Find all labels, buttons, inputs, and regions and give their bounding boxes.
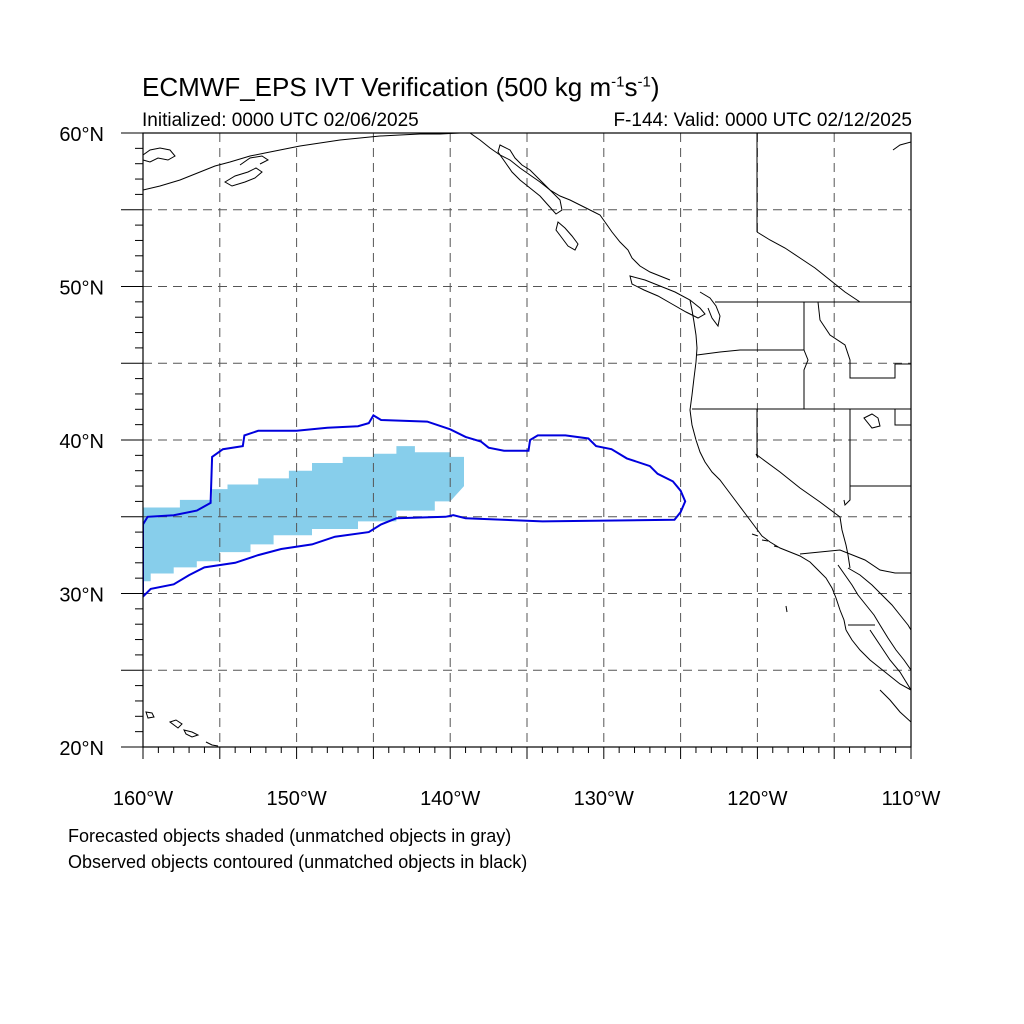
kodiak-island [224,167,263,187]
axis-labels: 20°N 30°N 40°N 50°N 60°N 160°W 150°W 140°W 130°W… [59,124,940,810]
panhandle-coastline [469,133,606,223]
lon-label: 130°W [574,788,634,810]
ca-nv-border [756,409,841,518]
lat-label: 60°N [59,124,104,146]
guadalupe-island [785,605,788,613]
alaska-coastline [143,133,461,191]
northern-coast-stub [892,141,911,151]
forecast-object-shade [143,446,464,582]
gulf-coast-lower [869,629,911,691]
mainland-mexico-coast [847,567,911,631]
lat-lon-grid [143,133,911,747]
baja-west-coast [845,629,911,691]
bc-coastline [604,221,671,281]
lon-label: 120°W [727,788,787,810]
map-frame [121,132,912,759]
initialized-time: Initialized: 0000 UTC 02/06/2025 [142,110,419,131]
great-salt-lake [863,413,881,429]
bc-alberta-border [756,231,861,303]
nv-ut-border [843,409,851,507]
forecast-legend-note: Forecasted objects shaded (unmatched obj… [68,826,512,846]
hawaii-big-island [205,741,219,747]
kenai-coast [239,155,269,166]
hawaii-maui [168,719,183,729]
baja-east-coast [837,564,911,671]
puget-sound [699,291,721,328]
us-mexico-border [799,549,911,574]
lon-label: 150°W [266,788,326,810]
or-id-border [803,349,809,409]
haida-gwaii [555,221,579,251]
lon-label: 160°W [113,788,173,810]
alaska-peninsula [143,147,176,163]
mexico-coast-far [879,689,911,723]
observed-object-contour [143,414,687,599]
az-ca-border [839,516,851,569]
vancouver-island [629,275,706,319]
hawaii-oahu [145,711,155,719]
id-mt-border [817,301,911,379]
lon-label: 110°W [882,788,941,810]
hawaii-molokai [183,729,200,738]
panhandle-islands [497,144,563,215]
lat-label: 20°N [59,738,104,760]
coastlines [143,133,911,747]
us-west-coastline [689,299,847,631]
observed-objects [143,414,687,599]
lat-label: 50°N [59,278,104,300]
lat-label: 30°N [59,585,104,607]
lon-label: 140°W [420,788,480,810]
political-borders [692,133,911,626]
observed-legend-note: Observed objects contoured (unmatched ob… [68,852,528,872]
forecast-objects [143,446,464,582]
ut-co-border [894,409,911,426]
channel-islands [751,533,779,548]
map-title: ECMWF_EPS IVT Verification (500 kg m-1s-… [142,72,660,102]
lat-label: 40°N [59,431,104,453]
valid-time: F-144: Valid: 0000 UTC 02/12/2025 [613,110,912,131]
lake-tahoe [755,453,759,459]
wa-or-border [696,349,804,356]
